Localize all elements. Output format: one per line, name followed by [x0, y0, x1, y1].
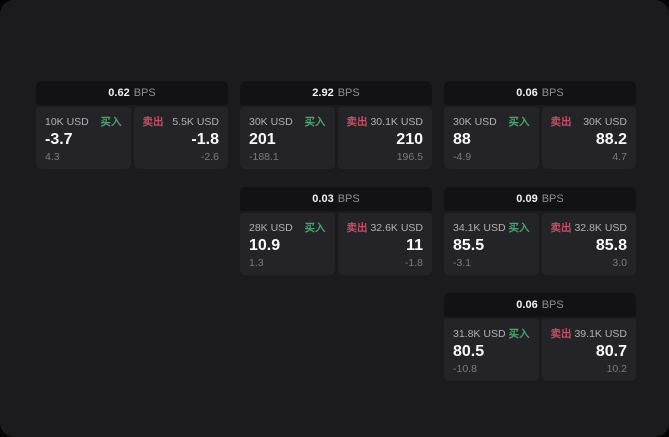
- sell-side-label: 卖出: [550, 222, 572, 234]
- buy-amount: 30K USD: [249, 116, 293, 128]
- sell-price: 11: [406, 237, 423, 254]
- buy-side-label: 买入: [304, 222, 326, 234]
- sell-price: 80.7: [595, 343, 627, 360]
- buy-delta: 1.3: [249, 257, 264, 269]
- buy-amount: 31.8K USD: [453, 328, 506, 340]
- buy-amount: 28K USD: [249, 222, 293, 234]
- buy-price: 10.9: [249, 237, 281, 254]
- buy-panel[interactable]: 30K USD 买入 201 -188.1: [240, 107, 335, 169]
- buy-panel[interactable]: 31.8K USD 买入 80.5 -10.8: [444, 319, 539, 381]
- quote-card: 0.03 BPS 28K USD 买入 10.9 1.3 卖出 32.6K USD…: [240, 187, 432, 275]
- buy-delta: -4.9: [453, 151, 472, 163]
- buy-amount: 34.1K USD: [453, 222, 506, 234]
- spread-unit: BPS: [133, 87, 156, 99]
- sell-panel[interactable]: 卖出 30K USD 88.2 4.7: [541, 107, 636, 169]
- sell-price: 88.2: [595, 131, 627, 148]
- spread-header: 0.03 BPS: [240, 187, 432, 211]
- buy-delta: -10.8: [453, 363, 477, 375]
- sell-side-label: 卖出: [550, 116, 572, 128]
- sell-price: 85.8: [595, 237, 627, 254]
- spread-value: 0.06: [516, 87, 538, 99]
- spread-unit: BPS: [541, 193, 564, 205]
- buy-side-label: 买入: [508, 328, 530, 340]
- sell-amount: 32.6K USD: [370, 222, 423, 234]
- sell-delta: 3.0: [612, 257, 627, 269]
- spread-value: 0.09: [516, 193, 538, 205]
- buy-panel[interactable]: 28K USD 买入 10.9 1.3: [240, 213, 335, 275]
- sell-delta: -1.8: [404, 257, 423, 269]
- buy-amount: 30K USD: [453, 116, 497, 128]
- buy-price: 201: [249, 131, 276, 148]
- sell-side-label: 卖出: [346, 222, 368, 234]
- buy-delta: -188.1: [249, 151, 279, 163]
- spread-unit: BPS: [541, 87, 564, 99]
- sell-panel[interactable]: 卖出 39.1K USD 80.7 10.2: [541, 319, 636, 381]
- sell-delta: 4.7: [612, 151, 627, 163]
- sell-panel[interactable]: 卖出 30.1K USD 210 196.5: [337, 107, 432, 169]
- sell-price: 210: [396, 131, 423, 148]
- sell-amount: 5.5K USD: [172, 116, 219, 128]
- sell-panel[interactable]: 卖出 32.8K USD 85.8 3.0: [541, 213, 636, 275]
- buy-panel[interactable]: 30K USD 买入 88 -4.9: [444, 107, 539, 169]
- sell-panel[interactable]: 卖出 32.6K USD 11 -1.8: [337, 213, 432, 275]
- sell-panel[interactable]: 卖出 5.5K USD -1.8 -2.6: [133, 107, 228, 169]
- sell-delta: 196.5: [396, 151, 423, 163]
- buy-side-label: 买入: [304, 116, 326, 128]
- sell-amount: 30.1K USD: [370, 116, 423, 128]
- spread-unit: BPS: [337, 87, 360, 99]
- buy-delta: 4.3: [45, 151, 60, 163]
- buy-price: 85.5: [453, 237, 485, 254]
- sell-delta: 10.2: [606, 363, 627, 375]
- buy-delta: -3.1: [453, 257, 472, 269]
- buy-price: 88: [453, 131, 471, 148]
- quote-card: 0.62 BPS 10K USD 买入 -3.7 4.3 卖出 5.5K USD …: [36, 81, 228, 169]
- sell-price: -1.8: [191, 131, 219, 148]
- spread-unit: BPS: [337, 193, 360, 205]
- spread-header: 0.09 BPS: [444, 187, 636, 211]
- buy-price: 80.5: [453, 343, 485, 360]
- buy-side-label: 买入: [508, 222, 530, 234]
- quote-card: 0.09 BPS 34.1K USD 买入 85.5 -3.1 卖出 32.8K …: [444, 187, 636, 275]
- buy-price: -3.7: [45, 131, 73, 148]
- spread-value: 0.03: [312, 193, 334, 205]
- buy-amount: 10K USD: [45, 116, 89, 128]
- spread-header: 0.62 BPS: [36, 81, 228, 105]
- quote-card: 0.06 BPS 30K USD 买入 88 -4.9 卖出 30K USD 88…: [444, 81, 636, 169]
- sell-side-label: 卖出: [550, 328, 572, 340]
- sell-side-label: 卖出: [142, 116, 164, 128]
- spread-value: 0.62: [108, 87, 130, 99]
- spread-header: 0.06 BPS: [444, 293, 636, 317]
- quote-card: 2.92 BPS 30K USD 买入 201 -188.1 卖出 30.1K U…: [240, 81, 432, 169]
- sell-amount: 39.1K USD: [574, 328, 627, 340]
- spread-value: 0.06: [516, 299, 538, 311]
- sell-delta: -2.6: [200, 151, 219, 163]
- buy-panel[interactable]: 34.1K USD 买入 85.5 -3.1: [444, 213, 539, 275]
- sell-amount: 30K USD: [583, 116, 627, 128]
- spread-header: 0.06 BPS: [444, 81, 636, 105]
- quote-card: 0.06 BPS 31.8K USD 买入 80.5 -10.8 卖出 39.1K…: [444, 293, 636, 381]
- buy-panel[interactable]: 10K USD 买入 -3.7 4.3: [36, 107, 131, 169]
- spread-header: 2.92 BPS: [240, 81, 432, 105]
- buy-side-label: 买入: [508, 116, 530, 128]
- buy-side-label: 买入: [100, 116, 122, 128]
- sell-side-label: 卖出: [346, 116, 368, 128]
- sell-amount: 32.8K USD: [574, 222, 627, 234]
- spread-value: 2.92: [312, 87, 334, 99]
- spread-unit: BPS: [541, 299, 564, 311]
